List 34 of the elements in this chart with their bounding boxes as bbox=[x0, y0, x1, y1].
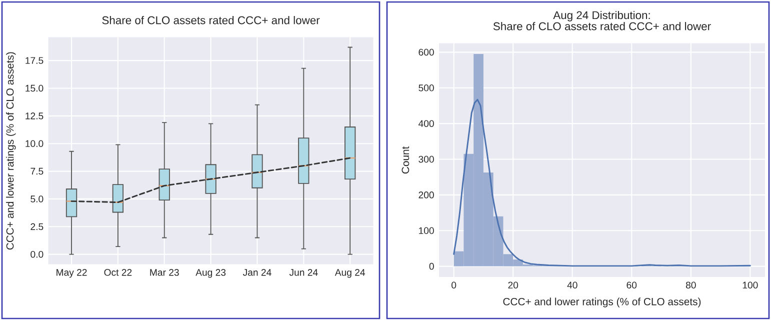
x-tick-label: 20 bbox=[508, 282, 518, 288]
x-tick-label: Aug 23 bbox=[196, 269, 226, 278]
y-tick-label: 400 bbox=[418, 120, 434, 127]
y-axis-title: CCC+ and lower ratings (% of CLO assets) bbox=[6, 52, 16, 250]
x-tick-label: 0 bbox=[452, 282, 456, 288]
y-tick-label: 12.5 bbox=[26, 112, 44, 120]
y-tick-label: 600 bbox=[418, 48, 434, 56]
y-tick-label: 10.0 bbox=[26, 140, 44, 147]
x-tick-label: May 22 bbox=[56, 269, 87, 278]
chart-title: Aug 24 Distribution: bbox=[553, 10, 650, 22]
chart-subtitle: Share of CLO assets rated CCC+ and lower bbox=[493, 22, 711, 30]
x-tick-label: Mar 23 bbox=[150, 269, 179, 276]
x-tick-label: Oct 22 bbox=[104, 269, 132, 276]
y-tick-label: 5.0 bbox=[30, 196, 44, 202]
x-axis-title: CCC+ and lower ratings (% of CLO assets) bbox=[503, 298, 701, 308]
y-axis-title: Count bbox=[402, 146, 410, 174]
y-tick-label: 2.5 bbox=[30, 223, 44, 230]
x-tick-label: 60 bbox=[626, 282, 637, 288]
x-tick-label: Jun 24 bbox=[289, 269, 318, 276]
y-tick-label: 15.0 bbox=[26, 84, 44, 92]
x-tick-label: 80 bbox=[686, 282, 696, 288]
x-tick-label: 100 bbox=[742, 282, 758, 288]
y-tick-label: 300 bbox=[418, 156, 434, 163]
y-tick-label: 200 bbox=[418, 192, 434, 198]
x-tick-label: Jan 24 bbox=[242, 269, 272, 276]
x-tick-label: Aug 24 bbox=[334, 269, 366, 278]
y-tick-label: 0.0 bbox=[30, 250, 44, 258]
y-tick-label: 100 bbox=[419, 227, 434, 234]
y-tick-label: 7.5 bbox=[30, 168, 44, 175]
y-tick-label: 500 bbox=[418, 84, 434, 92]
x-tick-label: 40 bbox=[567, 282, 578, 288]
y-tick-label: 17.5 bbox=[26, 57, 44, 64]
chart-title: Share of CLO assets rated CCC+ and lower bbox=[102, 16, 320, 24]
y-tick-label: 0 bbox=[429, 262, 434, 270]
